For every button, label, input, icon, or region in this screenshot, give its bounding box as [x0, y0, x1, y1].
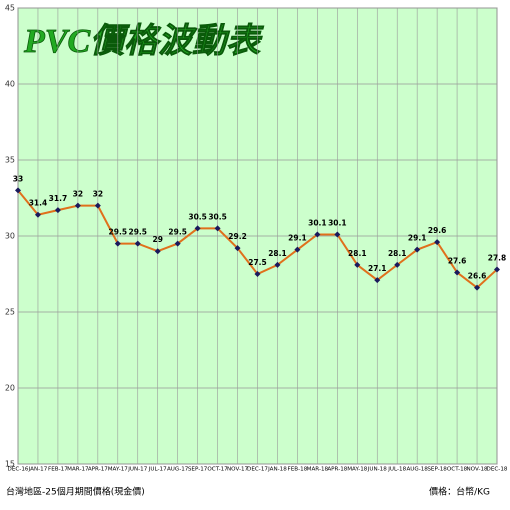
value-label: 27.6 [448, 256, 467, 265]
value-label: 27.5 [248, 258, 267, 267]
footnote-right: 價格：台幣/KG [429, 486, 490, 498]
x-tick-label: DEC-17 [247, 467, 268, 473]
y-tick-label: 40 [5, 80, 15, 89]
value-label: 29.5 [128, 228, 147, 237]
y-tick-label: 45 [5, 4, 15, 13]
y-tick-label: 20 [5, 384, 15, 393]
value-label: 29 [152, 235, 162, 244]
value-label: 29.1 [288, 234, 307, 243]
x-tick-label: JUL-17 [148, 467, 167, 473]
marker [154, 248, 161, 255]
x-tick-label: APR-17 [88, 467, 108, 473]
x-tick-label: FEB-17 [48, 467, 68, 473]
value-label: 30.1 [308, 218, 327, 227]
x-tick-label: MAY-17 [108, 467, 129, 473]
value-label: 29.1 [408, 234, 427, 243]
marker [474, 284, 481, 291]
marker [314, 231, 321, 238]
marker [434, 239, 441, 246]
marker [15, 187, 21, 194]
marker [274, 261, 281, 268]
value-label: 31.7 [49, 194, 68, 203]
footnote-left: 台灣地區-25個月期間價格(現金價) [6, 486, 145, 498]
x-tick-label: JUN-18 [367, 467, 388, 473]
marker [254, 271, 261, 277]
value-label: 27.8 [488, 253, 507, 262]
marker [74, 202, 81, 209]
x-tick-label: AUG-17 [167, 467, 189, 473]
x-tick-label: OCT-17 [207, 467, 228, 473]
value-label: 29.2 [228, 232, 247, 241]
marker [374, 277, 381, 284]
value-label: 30.5 [188, 212, 207, 221]
marker [94, 202, 101, 209]
marker [334, 231, 341, 238]
x-tick-label: DEC-16 [8, 467, 29, 473]
value-label: 28.1 [348, 249, 367, 258]
x-tick-label: DEC-18 [487, 467, 508, 473]
y-tick-label: 30 [5, 232, 15, 241]
x-tick-label: NOV-18 [466, 467, 488, 473]
marker [494, 266, 500, 273]
marker [454, 269, 461, 276]
x-tick-label: FEB-18 [288, 467, 308, 473]
marker [194, 225, 201, 232]
value-label: 26.6 [468, 272, 487, 281]
x-tick-label: APR-18 [327, 467, 347, 473]
value-label: 29.5 [168, 228, 187, 237]
x-tick-label: JAN-17 [28, 467, 48, 473]
x-tick-label: MAY-18 [347, 467, 368, 473]
value-label: 33 [13, 174, 23, 183]
value-label: 32 [73, 190, 83, 199]
marker [354, 261, 361, 268]
marker [294, 246, 301, 253]
x-tick-label: SEP-18 [427, 467, 447, 473]
marker [34, 211, 41, 218]
y-tick-label: 35 [5, 156, 15, 165]
x-tick-label: MAR-18 [307, 467, 329, 473]
value-label: 32 [93, 190, 103, 199]
y-tick-label: 15 [5, 460, 15, 469]
x-tick-label: JAN-18 [267, 467, 287, 473]
marker [134, 240, 141, 247]
value-label: 29.5 [109, 228, 128, 237]
marker [394, 261, 401, 268]
value-label: 28.1 [388, 249, 407, 258]
value-label: 27.1 [368, 264, 387, 273]
x-tick-label: NOV-17 [227, 467, 249, 473]
chart-title: PVC價格波動表 [23, 22, 264, 60]
x-tick-label: MAR-17 [67, 467, 89, 473]
marker [234, 245, 241, 252]
marker [114, 240, 121, 247]
x-tick-label: AUG-18 [406, 467, 428, 473]
value-label: 30.5 [208, 212, 227, 221]
value-label: 28.1 [268, 249, 287, 258]
x-tick-label: SEP-17 [188, 467, 208, 473]
marker [214, 225, 221, 232]
x-tick-label: JUL-18 [387, 467, 406, 473]
x-tick-label: JUN-17 [127, 467, 148, 473]
value-label: 29.6 [428, 226, 447, 235]
y-tick-label: 25 [5, 308, 15, 317]
marker [174, 240, 181, 247]
x-tick-label: OCT-18 [447, 467, 468, 473]
marker [54, 207, 61, 214]
value-label: 31.4 [29, 199, 48, 208]
value-label: 30.1 [328, 218, 347, 227]
marker [414, 246, 421, 253]
